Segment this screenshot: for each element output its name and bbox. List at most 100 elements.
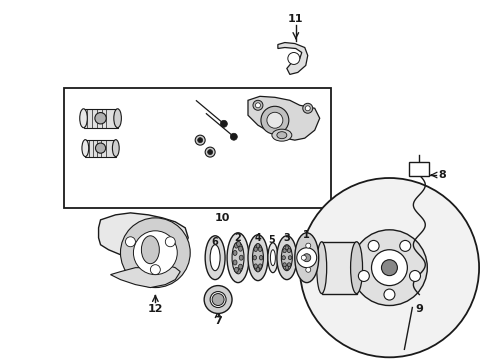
Ellipse shape bbox=[233, 260, 237, 265]
Ellipse shape bbox=[205, 236, 225, 280]
Ellipse shape bbox=[239, 255, 243, 260]
Ellipse shape bbox=[285, 246, 289, 250]
Circle shape bbox=[165, 237, 175, 247]
Ellipse shape bbox=[281, 245, 293, 271]
Circle shape bbox=[297, 248, 317, 268]
Circle shape bbox=[306, 267, 311, 272]
Ellipse shape bbox=[210, 245, 220, 271]
Bar bbox=[322, 242, 357, 293]
Circle shape bbox=[288, 53, 300, 64]
Ellipse shape bbox=[283, 249, 286, 253]
Ellipse shape bbox=[282, 256, 285, 260]
Text: 12: 12 bbox=[147, 305, 163, 315]
Circle shape bbox=[303, 254, 311, 262]
Circle shape bbox=[410, 270, 420, 282]
Ellipse shape bbox=[112, 140, 119, 157]
Ellipse shape bbox=[256, 243, 260, 248]
Ellipse shape bbox=[232, 242, 244, 274]
Polygon shape bbox=[98, 213, 188, 278]
Circle shape bbox=[230, 133, 237, 140]
Circle shape bbox=[303, 103, 313, 113]
Circle shape bbox=[384, 289, 395, 300]
Ellipse shape bbox=[258, 264, 262, 269]
Polygon shape bbox=[111, 265, 180, 288]
Circle shape bbox=[208, 150, 213, 154]
Ellipse shape bbox=[268, 243, 278, 273]
Text: 11: 11 bbox=[288, 14, 303, 24]
Circle shape bbox=[255, 103, 261, 108]
Circle shape bbox=[197, 138, 203, 143]
Ellipse shape bbox=[237, 269, 241, 274]
Ellipse shape bbox=[272, 129, 292, 141]
Polygon shape bbox=[248, 96, 319, 140]
Ellipse shape bbox=[287, 263, 291, 267]
Text: 10: 10 bbox=[215, 213, 230, 223]
Ellipse shape bbox=[287, 249, 291, 253]
Ellipse shape bbox=[239, 264, 243, 269]
Circle shape bbox=[96, 143, 106, 153]
Circle shape bbox=[358, 270, 369, 282]
Text: 9: 9 bbox=[416, 305, 423, 315]
Ellipse shape bbox=[82, 140, 89, 157]
Ellipse shape bbox=[80, 109, 87, 128]
Ellipse shape bbox=[270, 250, 275, 266]
Ellipse shape bbox=[254, 247, 257, 252]
Bar bbox=[83, 109, 118, 128]
Ellipse shape bbox=[204, 285, 232, 314]
Ellipse shape bbox=[234, 267, 239, 272]
Circle shape bbox=[133, 231, 177, 275]
Ellipse shape bbox=[259, 256, 263, 260]
Ellipse shape bbox=[248, 235, 268, 280]
Circle shape bbox=[261, 106, 289, 134]
Circle shape bbox=[253, 100, 263, 110]
Ellipse shape bbox=[234, 243, 239, 248]
Ellipse shape bbox=[258, 247, 262, 252]
Text: 7: 7 bbox=[214, 316, 222, 327]
Text: 5: 5 bbox=[269, 235, 275, 245]
Ellipse shape bbox=[277, 132, 287, 139]
Ellipse shape bbox=[256, 267, 260, 272]
Circle shape bbox=[305, 106, 310, 111]
Text: 1: 1 bbox=[303, 230, 310, 240]
Circle shape bbox=[95, 113, 106, 124]
Circle shape bbox=[195, 135, 205, 145]
Circle shape bbox=[121, 218, 190, 288]
Ellipse shape bbox=[317, 242, 327, 293]
Text: 6: 6 bbox=[212, 237, 219, 247]
Circle shape bbox=[352, 230, 427, 306]
Ellipse shape bbox=[252, 244, 264, 272]
Ellipse shape bbox=[295, 233, 319, 283]
Ellipse shape bbox=[114, 109, 122, 128]
Polygon shape bbox=[278, 42, 308, 75]
Ellipse shape bbox=[239, 246, 243, 251]
Circle shape bbox=[205, 147, 215, 157]
Ellipse shape bbox=[142, 236, 159, 264]
Circle shape bbox=[368, 240, 379, 251]
Ellipse shape bbox=[253, 256, 256, 260]
Ellipse shape bbox=[285, 266, 289, 270]
Ellipse shape bbox=[288, 256, 292, 260]
Text: 4: 4 bbox=[255, 233, 261, 243]
Bar bbox=[409, 162, 429, 176]
Circle shape bbox=[400, 240, 411, 251]
Circle shape bbox=[150, 265, 160, 275]
Ellipse shape bbox=[210, 292, 226, 307]
Circle shape bbox=[220, 120, 227, 127]
Text: 3: 3 bbox=[283, 233, 290, 243]
Circle shape bbox=[301, 255, 306, 260]
Ellipse shape bbox=[254, 264, 257, 269]
Circle shape bbox=[125, 237, 135, 247]
Circle shape bbox=[267, 112, 283, 128]
Text: 8: 8 bbox=[439, 170, 446, 180]
Circle shape bbox=[382, 260, 397, 276]
Ellipse shape bbox=[277, 236, 297, 280]
Circle shape bbox=[371, 250, 407, 285]
Ellipse shape bbox=[283, 263, 286, 267]
Circle shape bbox=[306, 243, 311, 248]
Ellipse shape bbox=[350, 242, 363, 293]
Text: 2: 2 bbox=[235, 233, 242, 243]
Circle shape bbox=[212, 293, 224, 306]
Ellipse shape bbox=[233, 251, 237, 255]
Bar bbox=[64, 88, 331, 208]
Ellipse shape bbox=[227, 233, 249, 283]
